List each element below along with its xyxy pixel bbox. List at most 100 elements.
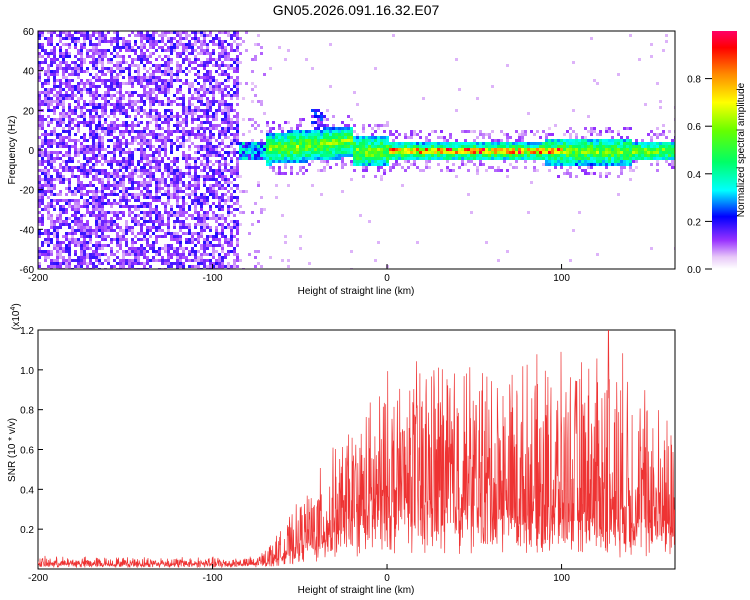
heatmap-cell xyxy=(92,61,95,64)
heatmap-cell xyxy=(221,82,224,85)
heatmap-cell xyxy=(176,61,179,64)
heatmap-cell xyxy=(233,259,236,262)
heatmap-cell xyxy=(173,94,176,97)
heatmap-cell xyxy=(62,154,65,157)
heatmap-cell xyxy=(230,46,233,49)
heatmap-cell xyxy=(320,142,323,145)
heatmap-cell xyxy=(188,208,191,211)
heatmap-cell xyxy=(173,157,176,160)
heatmap-cell xyxy=(230,166,233,169)
heatmap-cell xyxy=(383,139,386,142)
heatmap-cell xyxy=(89,124,92,127)
heatmap-cell xyxy=(362,166,365,169)
heatmap-cell xyxy=(206,121,209,124)
heatmap-cell xyxy=(80,190,83,193)
heatmap-cell xyxy=(83,262,86,265)
heatmap-cell xyxy=(596,253,599,256)
heatmap-cell xyxy=(263,112,266,115)
heatmap-cell xyxy=(254,43,257,46)
heatmap-cell xyxy=(47,70,50,73)
heatmap-cell xyxy=(119,178,122,181)
heatmap-cell xyxy=(77,40,80,43)
heatmap-cell xyxy=(524,154,527,157)
heatmap-cell xyxy=(518,133,521,136)
heatmap-cell xyxy=(206,172,209,175)
heatmap-cell xyxy=(83,148,86,151)
heatmap-cell xyxy=(38,103,41,106)
heatmap-cell xyxy=(551,160,554,163)
heatmap-cell xyxy=(512,142,515,145)
heatmap-cell xyxy=(338,145,341,148)
heatmap-cell xyxy=(143,163,146,166)
heatmap-cell xyxy=(215,259,218,262)
heatmap-cell xyxy=(350,148,353,151)
heatmap-cell xyxy=(131,82,134,85)
heatmap-cell xyxy=(518,157,521,160)
heatmap-cell xyxy=(215,193,218,196)
heatmap-cell xyxy=(233,226,236,229)
heatmap-cell xyxy=(509,157,512,160)
heatmap-cell xyxy=(62,160,65,163)
heatmap-cell xyxy=(95,256,98,259)
heatmap-cell xyxy=(584,142,587,145)
heatmap-cell xyxy=(140,142,143,145)
heatmap-cell xyxy=(140,148,143,151)
heatmap-cell xyxy=(122,256,125,259)
heatmap-cell xyxy=(185,226,188,229)
heatmap-cell xyxy=(101,109,104,112)
heatmap-cell xyxy=(500,142,503,145)
heatmap-cell xyxy=(236,157,239,160)
heatmap-cell xyxy=(194,184,197,187)
heatmap-cell xyxy=(200,214,203,217)
heatmap-cell xyxy=(41,100,44,103)
heatmap-cell xyxy=(224,145,227,148)
heatmap-cell xyxy=(542,151,545,154)
heatmap-cell xyxy=(287,259,290,262)
heatmap-cell xyxy=(326,130,329,133)
heatmap-cell xyxy=(170,100,173,103)
heatmap-cell xyxy=(377,241,380,244)
heatmap-cell xyxy=(152,103,155,106)
heatmap-cell xyxy=(53,262,56,265)
heatmap-cell xyxy=(389,151,392,154)
heatmap-cell xyxy=(104,187,107,190)
heatmap-cell xyxy=(98,133,101,136)
heatmap-cell xyxy=(119,124,122,127)
heatmap-cell xyxy=(113,160,116,163)
heatmap-cell xyxy=(158,199,161,202)
heatmap-cell xyxy=(128,106,131,109)
heatmap-cell xyxy=(164,121,167,124)
heatmap-cell xyxy=(50,61,53,64)
heatmap-cell xyxy=(368,157,371,160)
heatmap-cell xyxy=(161,229,164,232)
heatmap-cell xyxy=(494,151,497,154)
heatmap-cell xyxy=(320,115,323,118)
heatmap-cell xyxy=(194,253,197,256)
heatmap-cell xyxy=(143,214,146,217)
heatmap-cell xyxy=(227,265,230,268)
heatmap-cell xyxy=(191,157,194,160)
heatmap-cell xyxy=(116,136,119,139)
heatmap-cell xyxy=(188,130,191,133)
heatmap-cell xyxy=(581,160,584,163)
heatmap-cell xyxy=(125,145,128,148)
heatmap-cell xyxy=(74,187,77,190)
heatmap-cell xyxy=(101,235,104,238)
heatmap-cell xyxy=(311,154,314,157)
heatmap-cell xyxy=(176,262,179,265)
heatmap-cell xyxy=(95,223,98,226)
heatmap-cell xyxy=(92,175,95,178)
heatmap-cell xyxy=(353,145,356,148)
heatmap-cell xyxy=(95,247,98,250)
heatmap-cell xyxy=(206,97,209,100)
heatmap-cell xyxy=(353,160,356,163)
heatmap-cell xyxy=(206,136,209,139)
heatmap-cell xyxy=(209,91,212,94)
heatmap-cell xyxy=(251,151,254,154)
heatmap-cell xyxy=(209,61,212,64)
heatmap-cell xyxy=(107,31,110,34)
heatmap-cell xyxy=(419,136,422,139)
heatmap-cell xyxy=(47,175,50,178)
heatmap-cell xyxy=(92,184,95,187)
heatmap-cell xyxy=(152,46,155,49)
